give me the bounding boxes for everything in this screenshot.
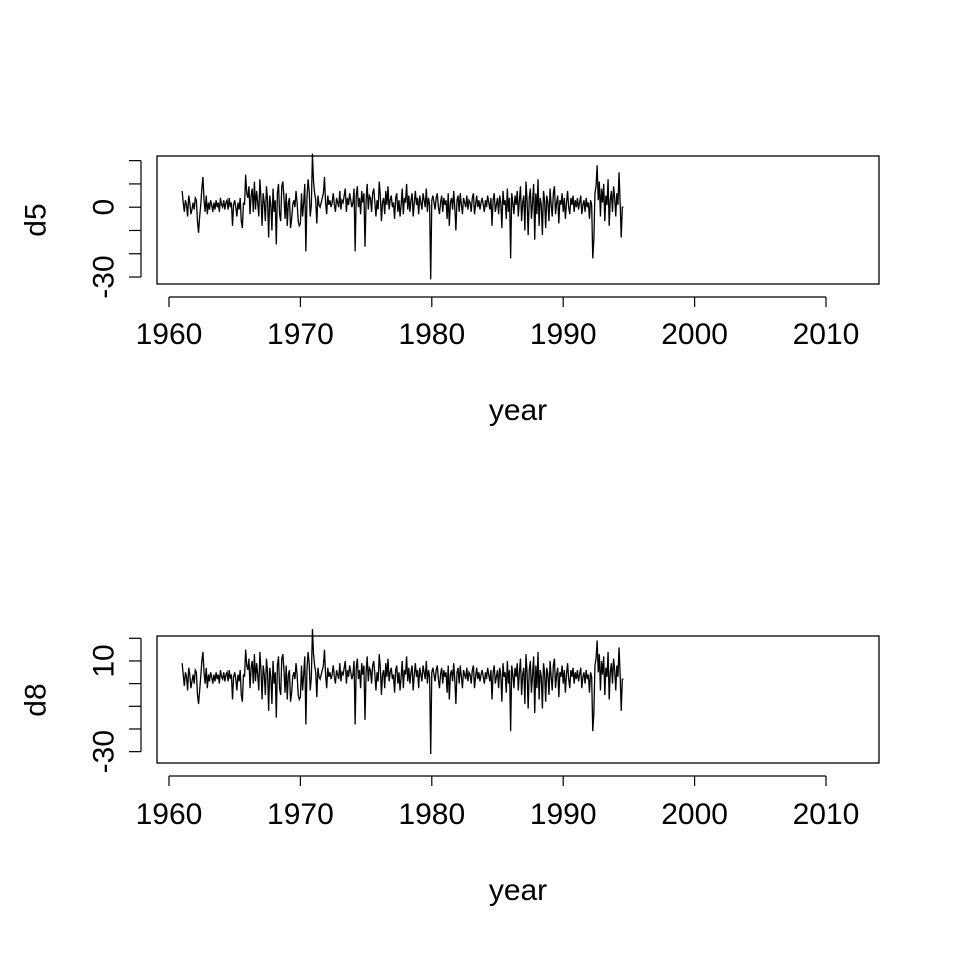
bottom-x-tick-label-2010: 2010 xyxy=(793,798,860,831)
top-panel: 1960 1970 1980 1990 2000 2010 -30 0 year d5 xyxy=(20,153,880,427)
bottom-panel: 1960 1970 1980 1990 2000 2010 -30 10 year d8 xyxy=(20,629,880,907)
bottom-x-tick-label-1960: 1960 xyxy=(136,798,203,831)
top-x-tick-label-1980: 1980 xyxy=(398,318,465,351)
top-x-tick-label-2000: 2000 xyxy=(661,318,728,351)
bottom-plot-frame xyxy=(156,635,880,764)
bottom-x-tick-label-2000: 2000 xyxy=(661,798,728,831)
top-y-tick-label-3: 0 xyxy=(88,199,121,216)
bottom-y-axis-title: d8 xyxy=(20,683,53,716)
top-x-tick-label-1970: 1970 xyxy=(267,318,334,351)
top-x-axis-title: year xyxy=(489,394,547,427)
top-x-tick-label-1990: 1990 xyxy=(530,318,597,351)
bottom-y-tick-label-4: 10 xyxy=(88,644,121,677)
top-x-tick-label-2010: 2010 xyxy=(793,318,860,351)
top-x-tick-label-1960: 1960 xyxy=(136,318,203,351)
top-series-line xyxy=(181,153,624,280)
bottom-series-line xyxy=(181,629,624,754)
top-y-tick-label-0: -30 xyxy=(88,255,121,298)
bottom-x-axis-title: year xyxy=(489,874,547,907)
bottom-y-tick-label-0: -30 xyxy=(88,730,121,773)
bottom-x-tick-label-1980: 1980 xyxy=(398,798,465,831)
top-plot-frame xyxy=(156,155,880,285)
bottom-x-tick-label-1970: 1970 xyxy=(267,798,334,831)
top-y-axis-title: d5 xyxy=(20,203,53,236)
bottom-x-tick-label-1990: 1990 xyxy=(530,798,597,831)
